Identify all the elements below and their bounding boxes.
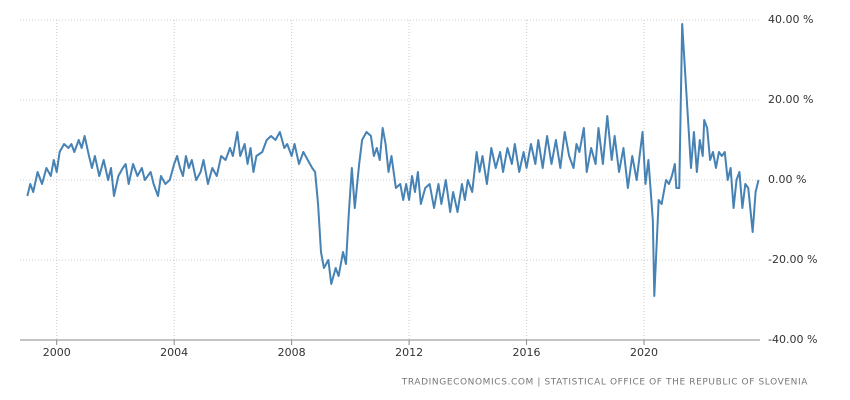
source: TRADINGECONOMICS.COM | STATISTICAL OFFIC… — [401, 378, 808, 388]
x-tick-label: 2016 — [513, 346, 541, 359]
x-tick-label: 2012 — [395, 346, 423, 359]
y-tick-label: -20.00 % — [768, 253, 817, 266]
data-line — [26, 23, 760, 297]
x-tick-label: 2008 — [278, 346, 306, 359]
x-tick-label: 2020 — [630, 346, 658, 359]
y-tick-label: 0.00 % — [768, 173, 806, 186]
y-tick-label: -40.00 % — [768, 333, 817, 346]
x-tick-label: 2000 — [43, 346, 71, 359]
y-tick-label: 20.00 % — [768, 93, 813, 106]
x-tick-label: 2004 — [160, 346, 188, 359]
y-tick-label: 40.00 % — [768, 13, 813, 26]
